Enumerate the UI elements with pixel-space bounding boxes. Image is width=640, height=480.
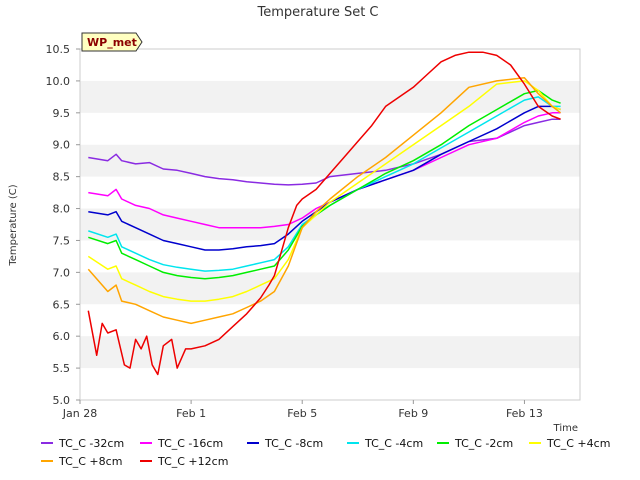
legend-item: TC_C -4cm <box>347 437 423 450</box>
legend-label: TC_C -16cm <box>157 437 223 450</box>
y-tick-label: 5.5 <box>53 362 71 375</box>
y-tick-label: 10.0 <box>46 75 71 88</box>
badge-label: WP_met <box>87 36 137 49</box>
legend-item: TC_C -2cm <box>437 437 513 450</box>
series-line-tc-c-8cm <box>87 76 562 325</box>
legend-label: TC_C +4cm <box>546 437 610 450</box>
legend: TC_C -32cm TC_C -16cm TC_C -8cm TC_C -4cm TC… <box>41 437 610 468</box>
y-tick-label: 9.5 <box>53 107 71 120</box>
legend-item: TC_C +4cm <box>529 437 610 450</box>
grid-band <box>80 272 580 305</box>
legend-label: TC_C -8cm <box>264 437 323 450</box>
y-axis-ticks: 5.0 5.5 6.0 6.5 7.0 7.5 8.0 8.5 9.0 9.5 10.0 10.5 <box>46 43 80 407</box>
legend-item: TC_C -32cm <box>41 437 124 450</box>
y-tick-label: 8.0 <box>53 203 71 216</box>
grid-band <box>80 80 580 113</box>
y-tick-label: 7.0 <box>53 266 71 279</box>
series-line-tc-c-2cm <box>88 89 561 280</box>
series-line-tc-c-4cm <box>88 96 561 272</box>
x-axis-label: Time <box>553 423 578 434</box>
y-axis-label: Temperature (C) <box>8 184 19 266</box>
grid-band <box>80 144 580 177</box>
series-line-tc-c-4cm <box>87 80 561 302</box>
series-line-tc-c-32cm <box>88 118 561 186</box>
x-axis-ticks: Jan 28 Feb 1 Feb 5 Feb 9 Feb 13 <box>62 400 543 420</box>
x-tick-label: Jan 28 <box>62 407 97 420</box>
chart-title: Temperature Set C <box>256 5 378 20</box>
legend-label: TC_C -32cm <box>58 437 124 450</box>
grid-band <box>80 336 580 369</box>
grid-band <box>80 208 580 241</box>
wp-met-badge: WP_met <box>81 32 143 52</box>
y-tick-label: 7.5 <box>53 234 71 247</box>
legend-label: TC_C +8cm <box>58 455 122 468</box>
series-line-tc-c-16cm <box>88 112 561 229</box>
y-tick-label: 6.0 <box>53 330 71 343</box>
series-line-tc-c-8cm <box>88 105 561 251</box>
x-tick-label: Feb 9 <box>398 407 428 420</box>
legend-item: TC_C -16cm <box>140 437 223 450</box>
legend-label: TC_C -2cm <box>454 437 513 450</box>
x-tick-label: Feb 1 <box>176 407 206 420</box>
plot-frame <box>79 48 581 401</box>
y-tick-label: 8.5 <box>53 171 71 184</box>
series-lines <box>87 51 562 376</box>
y-tick-label: 9.0 <box>53 139 71 152</box>
legend-item: TC_C -8cm <box>247 437 323 450</box>
x-tick-label: Feb 13 <box>506 407 543 420</box>
x-tick-label: Feb 5 <box>287 407 317 420</box>
y-tick-label: 5.0 <box>53 394 71 407</box>
legend-item: TC_C +12cm <box>140 455 228 468</box>
y-tick-label: 6.5 <box>53 298 71 311</box>
y-tick-label: 10.5 <box>46 43 71 56</box>
legend-item: TC_C +8cm <box>41 455 122 468</box>
legend-label: TC_C -4cm <box>364 437 423 450</box>
grid-bands <box>80 80 580 369</box>
legend-label: TC_C +12cm <box>157 455 228 468</box>
series-line-tc-c-12cm <box>87 51 561 376</box>
